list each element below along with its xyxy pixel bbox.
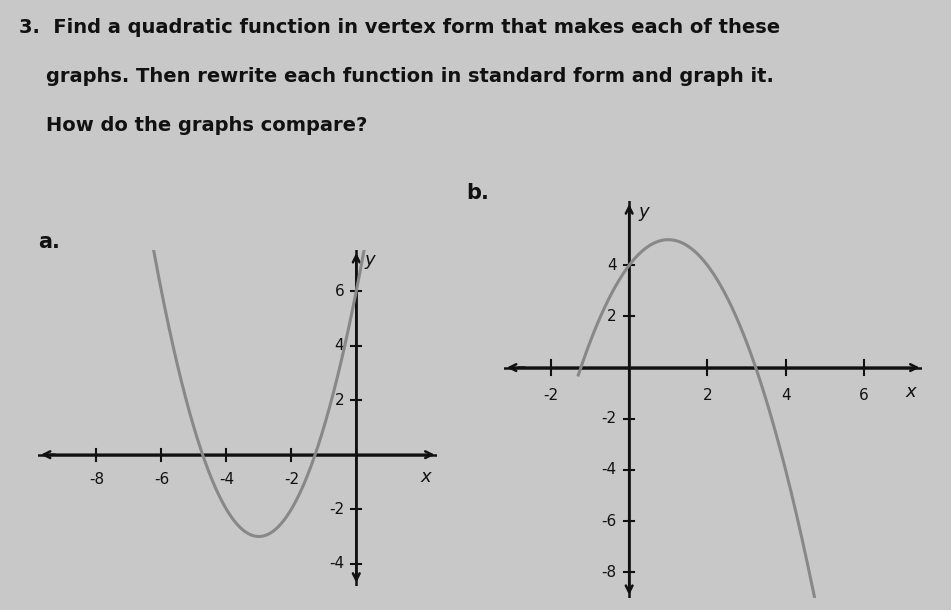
Text: 6: 6 — [335, 284, 344, 298]
Text: graphs. Then rewrite each function in standard form and graph it.: graphs. Then rewrite each function in st… — [19, 67, 774, 86]
Text: 2: 2 — [703, 387, 712, 403]
Text: -4: -4 — [329, 556, 344, 572]
Text: 4: 4 — [335, 338, 344, 353]
Text: -2: -2 — [283, 472, 299, 487]
Text: 2: 2 — [335, 393, 344, 407]
Text: $y$: $y$ — [364, 253, 378, 271]
Text: -6: -6 — [601, 514, 616, 528]
Text: $x$: $x$ — [420, 468, 434, 486]
Text: $x$: $x$ — [905, 384, 919, 401]
Text: a.: a. — [38, 232, 60, 252]
Text: 3.  Find a quadratic function in vertex form that makes each of these: 3. Find a quadratic function in vertex f… — [19, 18, 780, 37]
Text: -4: -4 — [601, 462, 616, 478]
Text: How do the graphs compare?: How do the graphs compare? — [19, 116, 367, 135]
Text: 2: 2 — [607, 309, 616, 324]
Text: 6: 6 — [859, 387, 868, 403]
Text: -4: -4 — [219, 472, 234, 487]
Text: -2: -2 — [543, 387, 558, 403]
Text: 4: 4 — [781, 387, 790, 403]
Text: -2: -2 — [329, 502, 344, 517]
Text: -8: -8 — [601, 565, 616, 580]
Text: 4: 4 — [607, 258, 616, 273]
Text: -6: -6 — [154, 472, 169, 487]
Text: b.: b. — [466, 183, 489, 203]
Text: -8: -8 — [89, 472, 104, 487]
Text: $y$: $y$ — [637, 205, 650, 223]
Text: -2: -2 — [601, 411, 616, 426]
